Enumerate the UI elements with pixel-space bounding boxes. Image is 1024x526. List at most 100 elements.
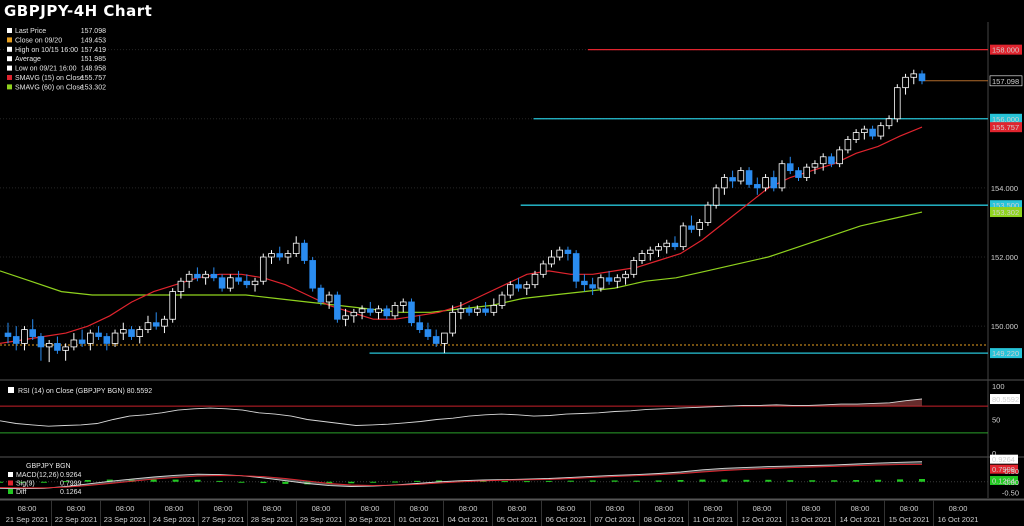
macd-diff-bar [370, 481, 377, 483]
candle-body [556, 249, 563, 258]
candle-body [136, 329, 144, 337]
macd-tick-label: -0.50 [1002, 489, 1019, 498]
macd-diff-bar [743, 479, 750, 482]
rsi-value-tag: 80.5592 [992, 395, 1019, 404]
candle-body [646, 249, 654, 254]
legend-value-0: 157.098 [81, 28, 106, 35]
macd-diff-bar [84, 480, 91, 482]
macd-diff-bar [282, 481, 289, 484]
candle-body [391, 305, 399, 317]
macd-diff-bar [216, 480, 223, 482]
candle-body [589, 284, 596, 289]
macd-value-tag: 0.9264 [992, 455, 1015, 464]
candle-body [441, 332, 448, 344]
candle-body [671, 242, 679, 248]
x-tick-date: 22 Sep 2021 [55, 515, 98, 524]
candle-body [259, 256, 267, 282]
candle-body [572, 253, 580, 282]
x-tick-date: 29 Sep 2021 [300, 515, 343, 524]
x-tick-date: 07 Oct 2021 [595, 515, 636, 524]
candle-body [786, 163, 794, 172]
candle-body [62, 346, 69, 351]
candle-body [836, 149, 843, 165]
x-tick-date: 23 Sep 2021 [104, 515, 147, 524]
x-tick-date: 30 Sep 2021 [349, 515, 392, 524]
macd-diff-bar [479, 480, 486, 482]
price-tag: 156.000 [992, 115, 1019, 124]
macd-diff-bar [172, 479, 179, 482]
x-tick-time: 08:00 [410, 504, 429, 513]
legend-swatch-0 [7, 28, 12, 33]
candle-body [852, 132, 860, 140]
candle-body [424, 329, 432, 337]
candle-body [679, 225, 687, 248]
macd-diff-bar [897, 479, 904, 482]
x-tick-date: 04 Oct 2021 [448, 515, 489, 524]
x-tick-time: 08:00 [263, 504, 282, 513]
macd-legend-swatch-0 [8, 472, 13, 477]
x-tick-date: 21 Sep 2021 [6, 515, 49, 524]
macd-diff-bar [875, 479, 882, 482]
candle-body [721, 177, 728, 189]
candle-body [622, 273, 629, 279]
candle-body [4, 332, 12, 337]
macd-diff-bar [436, 480, 443, 482]
candle-body [292, 242, 300, 254]
legend-label-3: Average [15, 56, 41, 63]
x-tick-date: 16 Oct 2021 [938, 515, 979, 524]
x-tick-time: 08:00 [753, 504, 772, 513]
macd-diff-bar [721, 479, 728, 482]
candle-body [29, 329, 36, 337]
macd-value-tag-bg [990, 464, 1018, 474]
candle-body [309, 260, 316, 289]
macd-diff-bar [677, 480, 684, 482]
macd-diff-bar [567, 480, 574, 482]
macd-tick-label: 0.00 [1004, 478, 1019, 487]
candle-body [70, 339, 78, 348]
candle-body [803, 166, 811, 178]
macd-diff-bar [106, 479, 113, 482]
candle-body [37, 336, 45, 348]
rsi-tick-label: 50 [992, 416, 1000, 425]
price-tag-bg [990, 348, 1022, 359]
candle-body [358, 308, 366, 313]
candle-body [128, 329, 135, 337]
macd-legend-value-1: 0.7999 [60, 481, 82, 488]
candle-body [218, 277, 226, 289]
candle-body [408, 301, 415, 324]
candle-body [597, 277, 605, 289]
x-tick-date: 24 Sep 2021 [153, 515, 196, 524]
macd-diff-bar [501, 481, 508, 483]
y-tick-label: 152.000 [991, 253, 1018, 262]
candle-body [605, 277, 613, 282]
candle-body [828, 156, 835, 165]
macd-value-tag-bg [990, 454, 1018, 464]
macd-diff-bar [699, 479, 706, 482]
candle-body [902, 76, 909, 89]
x-tick-time: 08:00 [361, 504, 380, 513]
candle-body [202, 273, 209, 279]
candle-body [367, 308, 374, 313]
macd-signal-area [0, 461, 922, 489]
candle-body [712, 187, 720, 206]
legend-value-3: 151.985 [81, 56, 106, 63]
x-tick-time: 08:00 [606, 504, 625, 513]
rsi-overbought-area [0, 399, 922, 407]
price-tag-bg [990, 200, 1022, 211]
candle-body [877, 125, 885, 137]
candle-body [317, 287, 325, 303]
candle-body [342, 315, 349, 320]
x-tick-time: 08:00 [949, 504, 968, 513]
x-tick-time: 08:00 [557, 504, 576, 513]
candle-body [399, 301, 407, 306]
candle-body [795, 170, 802, 178]
macd-diff-bar [611, 480, 618, 482]
x-tick-date: 27 Sep 2021 [202, 515, 245, 524]
candle-body [54, 343, 61, 351]
x-tick-date: 06 Oct 2021 [546, 515, 587, 524]
candle-body [334, 294, 341, 320]
legend-value-2: 157.419 [81, 47, 106, 54]
candle-body [638, 253, 646, 261]
candle-body [762, 177, 769, 189]
